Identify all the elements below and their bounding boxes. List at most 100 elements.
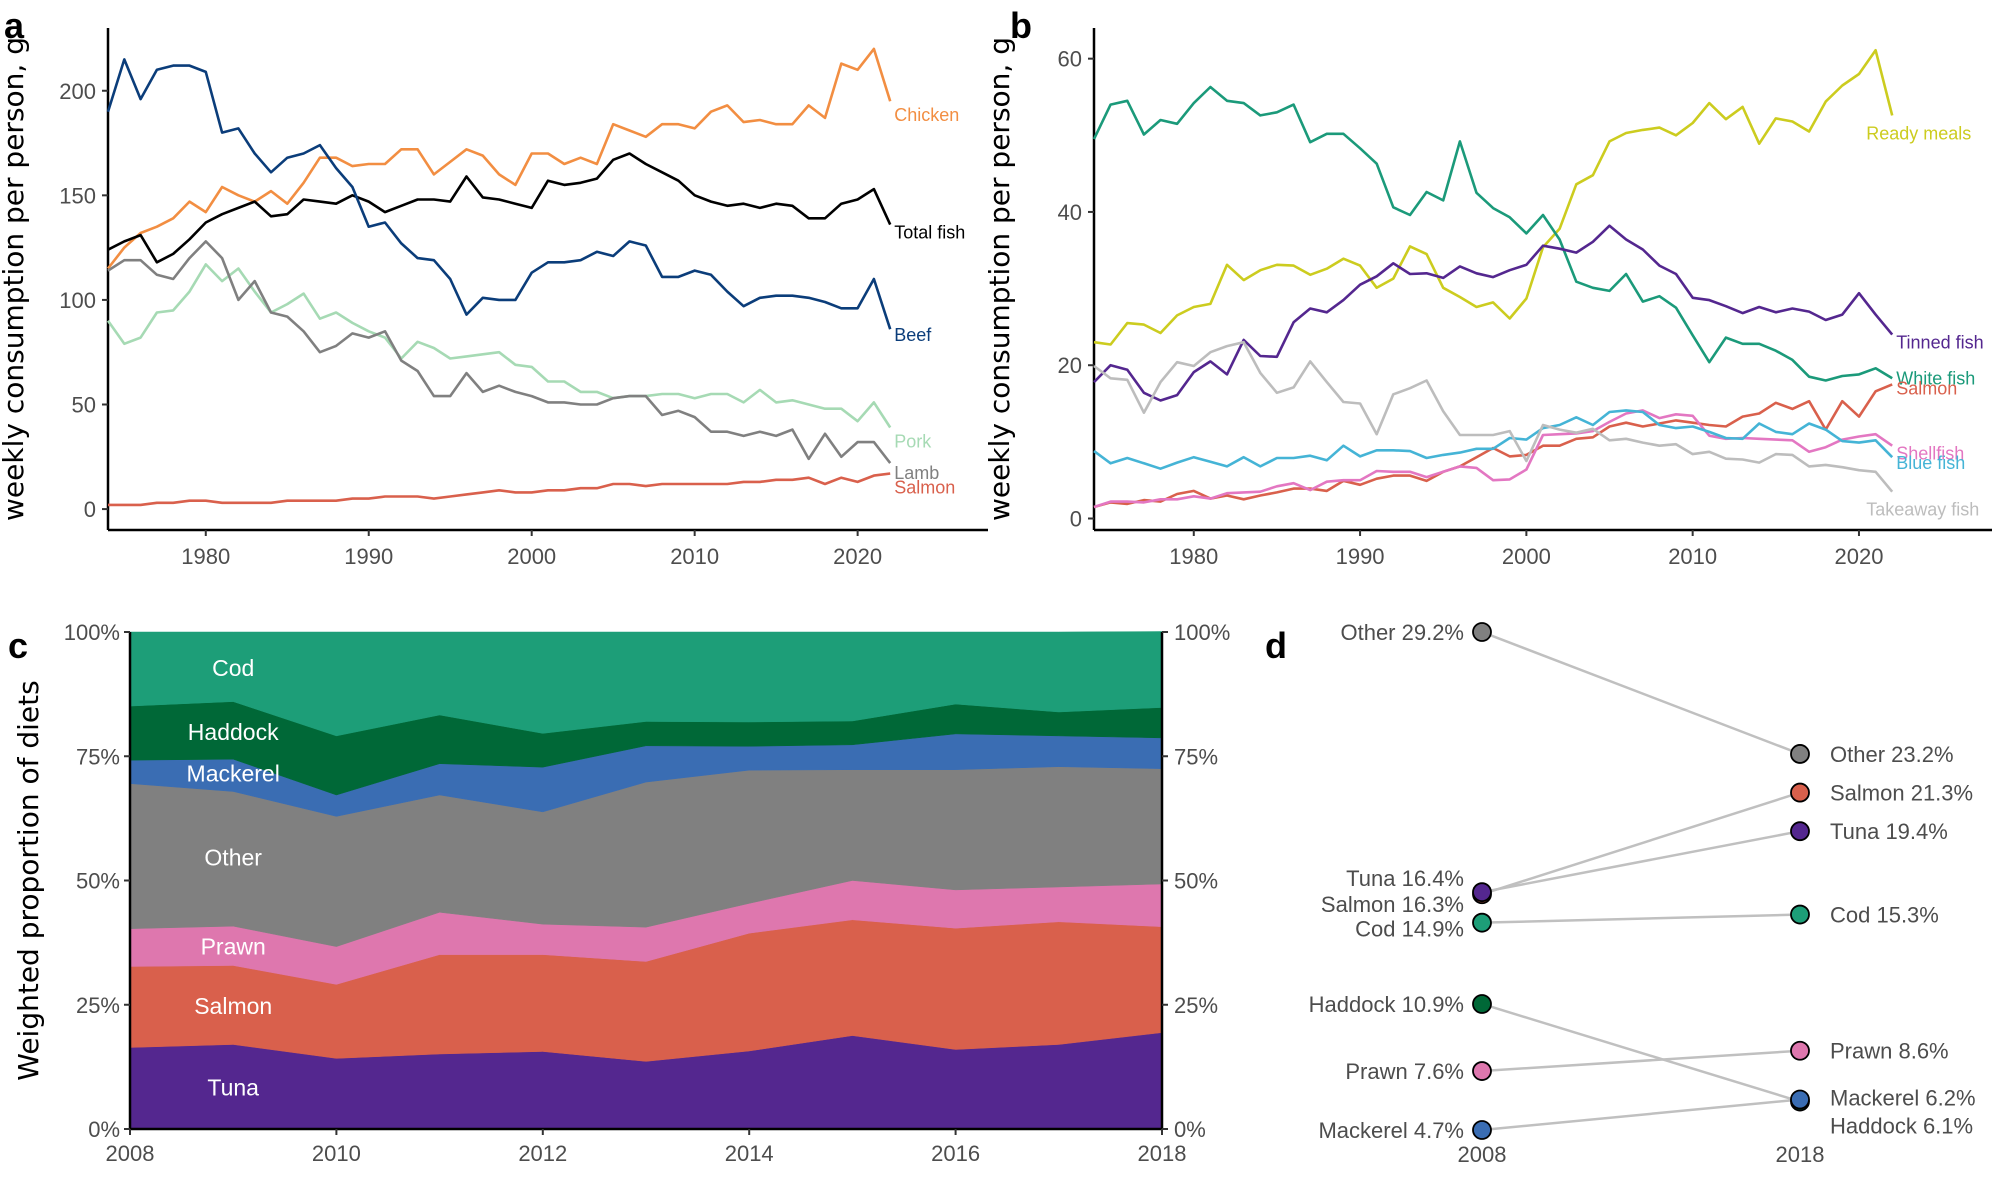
label-2018-other: Other 23.2% [1830, 742, 1954, 767]
panel-letter: d [1265, 625, 1287, 666]
y-axis-title: weekly consumption per person, g [983, 37, 1016, 521]
y-tick-label-right: 50% [1174, 869, 1218, 894]
series-line-tinned-fish [1093, 224, 1894, 402]
label-2008-mackerel: Mackerel 4.7% [1318, 1118, 1464, 1143]
series-line-ready-meals [1093, 48, 1894, 346]
series-label-chicken: Chicken [894, 105, 959, 125]
x-tick-label: 2010 [670, 544, 719, 569]
y-tick-label: 20 [1058, 353, 1082, 378]
label-2018-tuna: Tuna 19.4% [1830, 819, 1948, 844]
series-line-salmon [1093, 383, 1893, 509]
x-tick-label: 2000 [1502, 544, 1551, 569]
series-line-takeaway-fish [1093, 340, 1894, 493]
point-2008-other [1472, 622, 1492, 642]
slope-line-haddock [1481, 1002, 1801, 1103]
y-tick-label-right: 0% [1174, 1117, 1206, 1142]
y-tick-label-left: 0% [88, 1117, 120, 1142]
y-tick-label: 60 [1058, 47, 1082, 72]
series-label-lamb: Lamb [894, 463, 939, 483]
series-line-salmon [108, 472, 891, 507]
label-2018-cod: Cod 15.3% [1830, 903, 1939, 928]
label-2018-mackerel: Mackerel 6.2% [1830, 1086, 1976, 1111]
label-2008-other: Other 29.2% [1340, 620, 1464, 645]
point-2018-tuna [1790, 821, 1810, 842]
series-label-takeaway-fish: Takeaway fish [1866, 500, 1979, 520]
y-axis-title: Weighted proportion of diets [12, 680, 45, 1080]
y-tick-label: 0 [84, 497, 96, 522]
y-tick-label-right: 25% [1174, 993, 1218, 1018]
panel-letter: c [8, 625, 28, 666]
slope-line-salmon [1481, 791, 1801, 896]
y-tick-label-left: 50% [76, 869, 120, 894]
x-label-2008: 2008 [1458, 1142, 1507, 1167]
area-label-salmon: Salmon [194, 993, 272, 1019]
series-line-beef [106, 58, 892, 330]
x-label-2018: 2018 [1776, 1142, 1825, 1167]
point-2018-other [1790, 744, 1810, 764]
point-2018-prawn [1790, 1040, 1810, 1061]
x-tick-label: 2014 [725, 1141, 774, 1166]
label-2018-haddock: Haddock 6.1% [1830, 1114, 1973, 1139]
area-label-tuna: Tuna [207, 1075, 259, 1101]
x-tick-label: 1980 [1169, 544, 1218, 569]
series-line-blue-fish [1093, 409, 1894, 470]
area-label-cod: Cod [212, 655, 254, 681]
point-2018-salmon [1790, 782, 1810, 803]
series-line-pork [106, 263, 892, 429]
point-2018-mackerel [1790, 1089, 1810, 1110]
series-label-salmon: Salmon [1896, 378, 1957, 398]
x-tick-label: 2010 [312, 1141, 361, 1166]
panel-c: c Weighted proportion of diets Tuna Salmon P… [8, 620, 1230, 1166]
area-label-other: Other [204, 845, 262, 871]
y-tick-label-left: 75% [76, 744, 120, 769]
area-label-mackerel: Mackerel [187, 761, 280, 787]
label-2008-tuna: Tuna 16.4% [1346, 866, 1464, 891]
point-2008-mackerel [1472, 1120, 1492, 1140]
series-label-white-fish: White fish [1896, 368, 1975, 388]
x-tick-label: 2018 [1138, 1141, 1187, 1166]
x-tick-label: 1990 [344, 544, 393, 569]
slope-line-cod [1481, 913, 1801, 924]
series-label-salmon: Salmon [894, 478, 955, 498]
series-line-white-fish [1092, 85, 1893, 382]
panel-d: d Other 29.2% Tuna 16.4%Salmon 16.3%Cod 14… [1265, 620, 1976, 1167]
area-label-haddock: Haddock [188, 719, 279, 745]
x-tick-label: 1980 [181, 544, 230, 569]
label-2008-cod: Cod 14.9% [1355, 917, 1464, 942]
x-tick-label: 1990 [1336, 544, 1385, 569]
y-tick-label-left: 25% [76, 993, 120, 1018]
point-2008-prawn [1472, 1061, 1492, 1081]
slope-line-tuna [1481, 829, 1801, 894]
series-label-total-fish: Total fish [894, 223, 965, 243]
series-label-pork: Pork [894, 432, 932, 452]
label-2018-prawn: Prawn 8.6% [1830, 1039, 1949, 1064]
label-2008-prawn: Prawn 7.6% [1345, 1059, 1464, 1084]
point-2008-cod [1472, 912, 1492, 933]
x-tick-label: 2010 [1668, 544, 1717, 569]
series-line-shellfish [1093, 409, 1893, 509]
y-tick-label: 0 [1070, 507, 1082, 532]
y-axis-title: weekly consumption per person, g [0, 37, 30, 521]
x-tick-label: 2016 [931, 1141, 980, 1166]
series-label-beef: Beef [894, 325, 932, 345]
slope-line-prawn [1481, 1049, 1801, 1073]
y-tick-label-left: 100% [64, 620, 120, 645]
x-tick-label: 2008 [106, 1141, 155, 1166]
slope-line-other [1481, 630, 1801, 756]
series-label-tinned-fish: Tinned fish [1896, 333, 1983, 353]
y-tick-label-right: 75% [1174, 744, 1218, 769]
series-line-lamb [107, 240, 892, 464]
series-label-shellfish: Shellfish [1896, 444, 1964, 464]
y-tick-label: 200 [59, 79, 96, 104]
y-tick-label: 150 [59, 183, 96, 208]
y-tick-label: 50 [72, 393, 96, 418]
series-line-total-fish [107, 152, 892, 264]
area-label-prawn: Prawn [201, 934, 266, 960]
point-2008-tuna [1472, 882, 1492, 903]
y-tick-label-right: 100% [1174, 620, 1230, 645]
panel-letter: b [1010, 5, 1032, 46]
label-2008-haddock: Haddock 10.9% [1309, 992, 1464, 1017]
